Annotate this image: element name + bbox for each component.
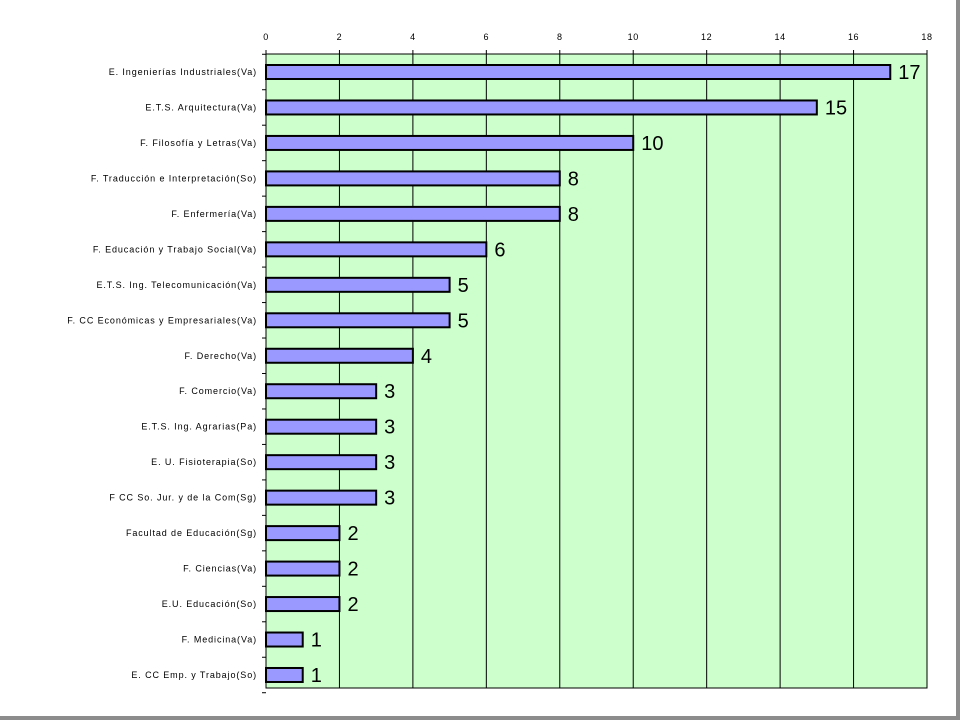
bar [265,631,304,648]
category-label: F. Educación y Trabajo Social(Va) [93,244,257,254]
bar [265,347,414,364]
category-label: F CC So. Jur. y de la Com(Sg) [109,493,257,503]
plot-area [265,53,928,689]
data-label: 4 [421,346,432,368]
bar [265,312,451,329]
bar [265,489,378,506]
bar [265,276,451,293]
x-tick-label: 18 [921,32,932,42]
data-label: 3 [384,381,395,403]
x-axis-ticks: 0 2 4 6 8 10 12 14 16 18 [263,32,932,54]
bar [265,205,561,222]
category-label: F. Comercio(Va) [179,386,257,396]
data-label: 8 [568,204,579,226]
bar [265,560,341,577]
bar [265,134,635,151]
data-label: 8 [568,168,579,190]
data-label: 15 [825,97,847,119]
y-axis [262,53,267,694]
data-label: 3 [384,488,395,510]
bar [265,525,341,542]
bars [265,64,892,683]
data-labels: 17 15 10 8 8 6 5 5 4 3 3 3 3 2 2 2 1 1 [311,62,921,687]
category-label: F. Enfermería(Va) [171,209,257,219]
category-label: E. Ingenierías Industriales(Va) [109,67,257,77]
category-label: F. Derecho(Va) [185,351,257,361]
x-tick-label: 14 [775,32,786,42]
x-tick-label: 2 [337,32,343,42]
x-tick-label: 8 [557,32,563,42]
category-label: E. CC Emp. y Trabajo(So) [131,670,257,680]
bar [265,241,488,258]
data-label: 5 [458,310,469,332]
bar [265,418,378,435]
x-tick-label: 16 [848,32,859,42]
category-label: F. Traducción e Interpretación(So) [91,173,257,183]
data-label: 3 [384,452,395,474]
data-label: 17 [898,62,920,84]
data-label: 5 [458,275,469,297]
category-label: E.T.S. Arquitectura(Va) [145,102,257,112]
bar [265,170,561,187]
data-label: 1 [311,665,322,687]
data-label: 1 [311,630,322,652]
category-labels: E. Ingenierías Industriales(Va) E.T.S. Ar… [67,67,257,680]
category-label: F. Medicina(Va) [182,635,257,645]
category-label: E.U. Educación(So) [162,599,257,609]
data-label: 6 [494,239,505,261]
data-label: 2 [347,559,358,581]
x-tick-label: 6 [484,32,490,42]
x-tick-label: 4 [410,32,416,42]
data-label: 2 [347,523,358,545]
x-tick-label: 0 [263,32,269,42]
category-label: F. Filosofía y Letras(Va) [140,138,257,148]
category-label: F. Ciencias(Va) [183,564,257,574]
category-label: F. CC Económicas y Empresariales(Va) [67,315,257,325]
data-label: 10 [641,133,663,155]
category-label: E.T.S. Ing. Telecomunicación(Va) [96,280,257,290]
x-tick-label: 10 [628,32,639,42]
data-label: 2 [347,594,358,616]
category-label: E.T.S. Ing. Agrarias(Pa) [141,422,257,432]
category-label: Facultad de Educación(Sg) [126,528,257,538]
bar [265,64,892,80]
bar [265,99,818,116]
bar [265,383,378,400]
x-tick-label: 12 [701,32,712,42]
bar [265,454,378,471]
bar [265,666,304,683]
data-label: 3 [384,417,395,439]
bar [265,596,341,613]
category-label: E. U. Fisioterapia(So) [151,457,257,467]
